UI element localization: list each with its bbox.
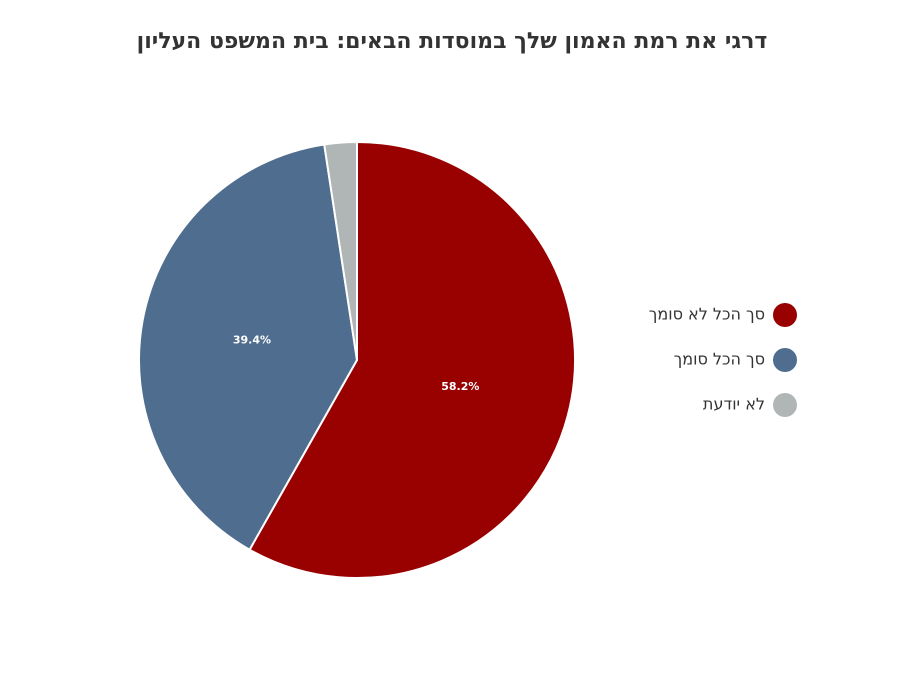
value-label: 39.4% [233, 334, 271, 347]
chart-title: דרגי את רמת האמון שלך במוסדות הבאים: בית… [137, 29, 768, 54]
pie-slice [248, 140, 576, 579]
pie-slice [323, 140, 358, 361]
legend-label: סך הכל לא סומך [649, 305, 765, 324]
legend-label: לא יודעת [703, 395, 765, 414]
legend-marker [773, 303, 797, 327]
legend-marker [773, 393, 797, 417]
legend-label: סך הכל סומך [674, 350, 765, 369]
legend-marker [773, 348, 797, 372]
value-label: 58.2% [441, 380, 479, 393]
pie-slice [138, 143, 359, 552]
